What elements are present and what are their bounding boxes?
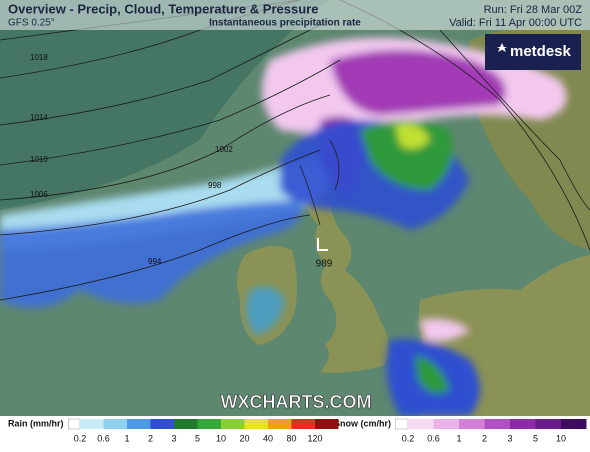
isobar-label: 1010 bbox=[30, 155, 48, 164]
subtitle: Instantaneous precipitation rate bbox=[209, 18, 361, 29]
model: GFS 0.25° bbox=[8, 18, 55, 29]
color-swatch bbox=[221, 419, 245, 429]
legend-label: 5 bbox=[195, 433, 200, 443]
rain-legend-title: Rain (mm/hr) bbox=[8, 418, 64, 428]
color-swatch bbox=[315, 419, 339, 429]
legend-label: 2 bbox=[482, 433, 487, 443]
color-swatch bbox=[561, 419, 587, 429]
color-swatch bbox=[459, 419, 485, 429]
valid-time: Valid: Fri 11 Apr 00:00 UTC bbox=[449, 17, 582, 29]
legend-label: 0.6 bbox=[427, 433, 440, 443]
legend-label: 10 bbox=[216, 433, 226, 443]
isobar-label: 994 bbox=[148, 257, 162, 266]
isobar-label: 1014 bbox=[30, 113, 48, 122]
color-swatch bbox=[510, 419, 536, 429]
legend-label: 40 bbox=[263, 433, 273, 443]
legend-label: 2 bbox=[148, 433, 153, 443]
watermark: WXCHARTS.COM bbox=[221, 392, 372, 412]
color-swatch bbox=[127, 419, 151, 429]
isobar-label: 1002 bbox=[215, 145, 233, 154]
legend-label: 20 bbox=[239, 433, 249, 443]
isobar-label: 1018 bbox=[30, 53, 48, 62]
color-swatch bbox=[535, 419, 561, 429]
color-bar bbox=[68, 418, 81, 430]
low-pressure-label: 989 bbox=[316, 259, 333, 270]
logo-box bbox=[485, 34, 581, 70]
legend-label: 0.2 bbox=[74, 433, 87, 443]
color-bar bbox=[395, 418, 409, 430]
legend-label: 0.2 bbox=[402, 433, 415, 443]
logo: metdesk bbox=[510, 43, 572, 60]
color-swatch bbox=[484, 419, 510, 429]
legend-label: 10 bbox=[556, 433, 566, 443]
color-swatch bbox=[433, 419, 459, 429]
legend-label: 120 bbox=[307, 433, 322, 443]
legend-label: 3 bbox=[507, 433, 512, 443]
legend-label: 3 bbox=[171, 433, 176, 443]
color-swatch bbox=[174, 419, 198, 429]
legend-label: 0.6 bbox=[97, 433, 110, 443]
logo-icon bbox=[497, 43, 507, 52]
run-time: Run: Fri 28 Mar 00Z bbox=[484, 4, 583, 16]
isobar-label: 1006 bbox=[30, 190, 48, 199]
color-swatch bbox=[150, 419, 174, 429]
low-marker bbox=[317, 238, 328, 251]
isobar-label: 998 bbox=[208, 181, 222, 190]
color-swatch bbox=[197, 419, 221, 429]
isobar-labels: 1018 1014 1010 1006 1002 998 994 bbox=[30, 53, 233, 266]
color-swatch bbox=[80, 419, 104, 429]
color-swatch bbox=[268, 419, 292, 429]
color-swatch bbox=[408, 419, 434, 429]
snow-legend-title: Snow (cm/hr) bbox=[334, 418, 391, 428]
legends: 0.2 0.6 1 2 3 5 10 20 40 80 120 0.2 0.6 1 2 3 5 10 bbox=[68, 418, 587, 443]
color-swatch bbox=[103, 419, 127, 429]
legend-label: 1 bbox=[124, 433, 129, 443]
legend-label: 80 bbox=[286, 433, 296, 443]
legend-label: 1 bbox=[456, 433, 461, 443]
title: Overview - Precip, Cloud, Temperature & … bbox=[8, 1, 318, 16]
color-swatch bbox=[291, 419, 315, 429]
color-swatch bbox=[244, 419, 268, 429]
legend-label: 5 bbox=[533, 433, 538, 443]
